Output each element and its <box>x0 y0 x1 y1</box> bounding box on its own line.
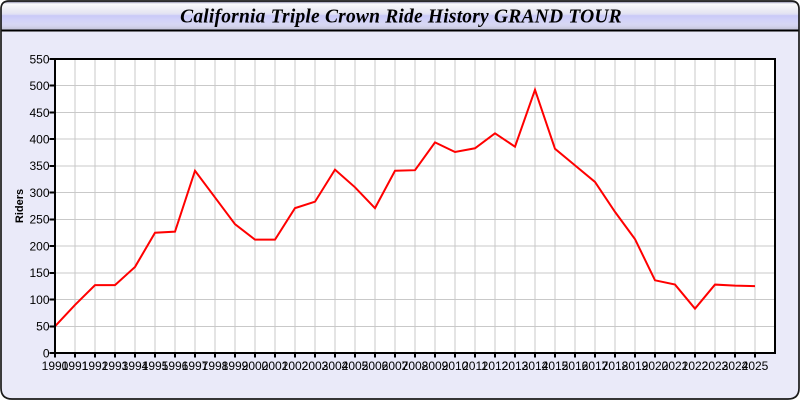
svg-text:2007: 2007 <box>382 359 409 373</box>
svg-text:2009: 2009 <box>422 359 449 373</box>
svg-text:2004: 2004 <box>322 359 349 373</box>
svg-text:1994: 1994 <box>122 359 149 373</box>
svg-text:2003: 2003 <box>302 359 329 373</box>
svg-text:Riders: Riders <box>14 189 26 223</box>
svg-text:1997: 1997 <box>182 359 209 373</box>
svg-text:450: 450 <box>29 106 49 120</box>
svg-text:2020: 2020 <box>642 359 669 373</box>
svg-text:50: 50 <box>36 320 50 334</box>
svg-text:1999: 1999 <box>222 359 249 373</box>
svg-text:2016: 2016 <box>562 359 589 373</box>
svg-text:2022: 2022 <box>682 359 709 373</box>
svg-text:200: 200 <box>29 239 49 253</box>
svg-text:2005: 2005 <box>342 359 369 373</box>
svg-text:2025: 2025 <box>742 359 769 373</box>
svg-text:250: 250 <box>29 213 49 227</box>
svg-text:California Triple Crown Ride H: California Triple Crown Ride History GRA… <box>180 7 622 28</box>
svg-text:2006: 2006 <box>362 359 389 373</box>
svg-text:150: 150 <box>29 266 49 280</box>
svg-text:1993: 1993 <box>102 359 129 373</box>
svg-text:2000: 2000 <box>242 359 269 373</box>
svg-text:2002: 2002 <box>282 359 309 373</box>
svg-text:2019: 2019 <box>622 359 649 373</box>
svg-text:0: 0 <box>43 346 50 360</box>
svg-text:500: 500 <box>29 79 49 93</box>
svg-text:2024: 2024 <box>722 359 749 373</box>
svg-text:2015: 2015 <box>542 359 569 373</box>
svg-text:2013: 2013 <box>502 359 529 373</box>
svg-text:1996: 1996 <box>162 359 189 373</box>
svg-text:1995: 1995 <box>142 359 169 373</box>
svg-text:2017: 2017 <box>582 359 609 373</box>
svg-text:2001: 2001 <box>262 359 289 373</box>
svg-text:1990: 1990 <box>42 359 69 373</box>
svg-text:300: 300 <box>29 186 49 200</box>
svg-text:2008: 2008 <box>402 359 429 373</box>
svg-text:2018: 2018 <box>602 359 629 373</box>
svg-text:550: 550 <box>29 52 49 66</box>
svg-text:2023: 2023 <box>702 359 729 373</box>
svg-text:1998: 1998 <box>202 359 229 373</box>
svg-text:400: 400 <box>29 133 49 147</box>
svg-text:1991: 1991 <box>62 359 89 373</box>
svg-text:2012: 2012 <box>482 359 509 373</box>
svg-text:2014: 2014 <box>522 359 549 373</box>
svg-text:100: 100 <box>29 293 49 307</box>
svg-text:1992: 1992 <box>82 359 109 373</box>
svg-text:350: 350 <box>29 159 49 173</box>
svg-text:2021: 2021 <box>662 359 689 373</box>
svg-text:2010: 2010 <box>442 359 469 373</box>
svg-text:2011: 2011 <box>462 359 488 373</box>
